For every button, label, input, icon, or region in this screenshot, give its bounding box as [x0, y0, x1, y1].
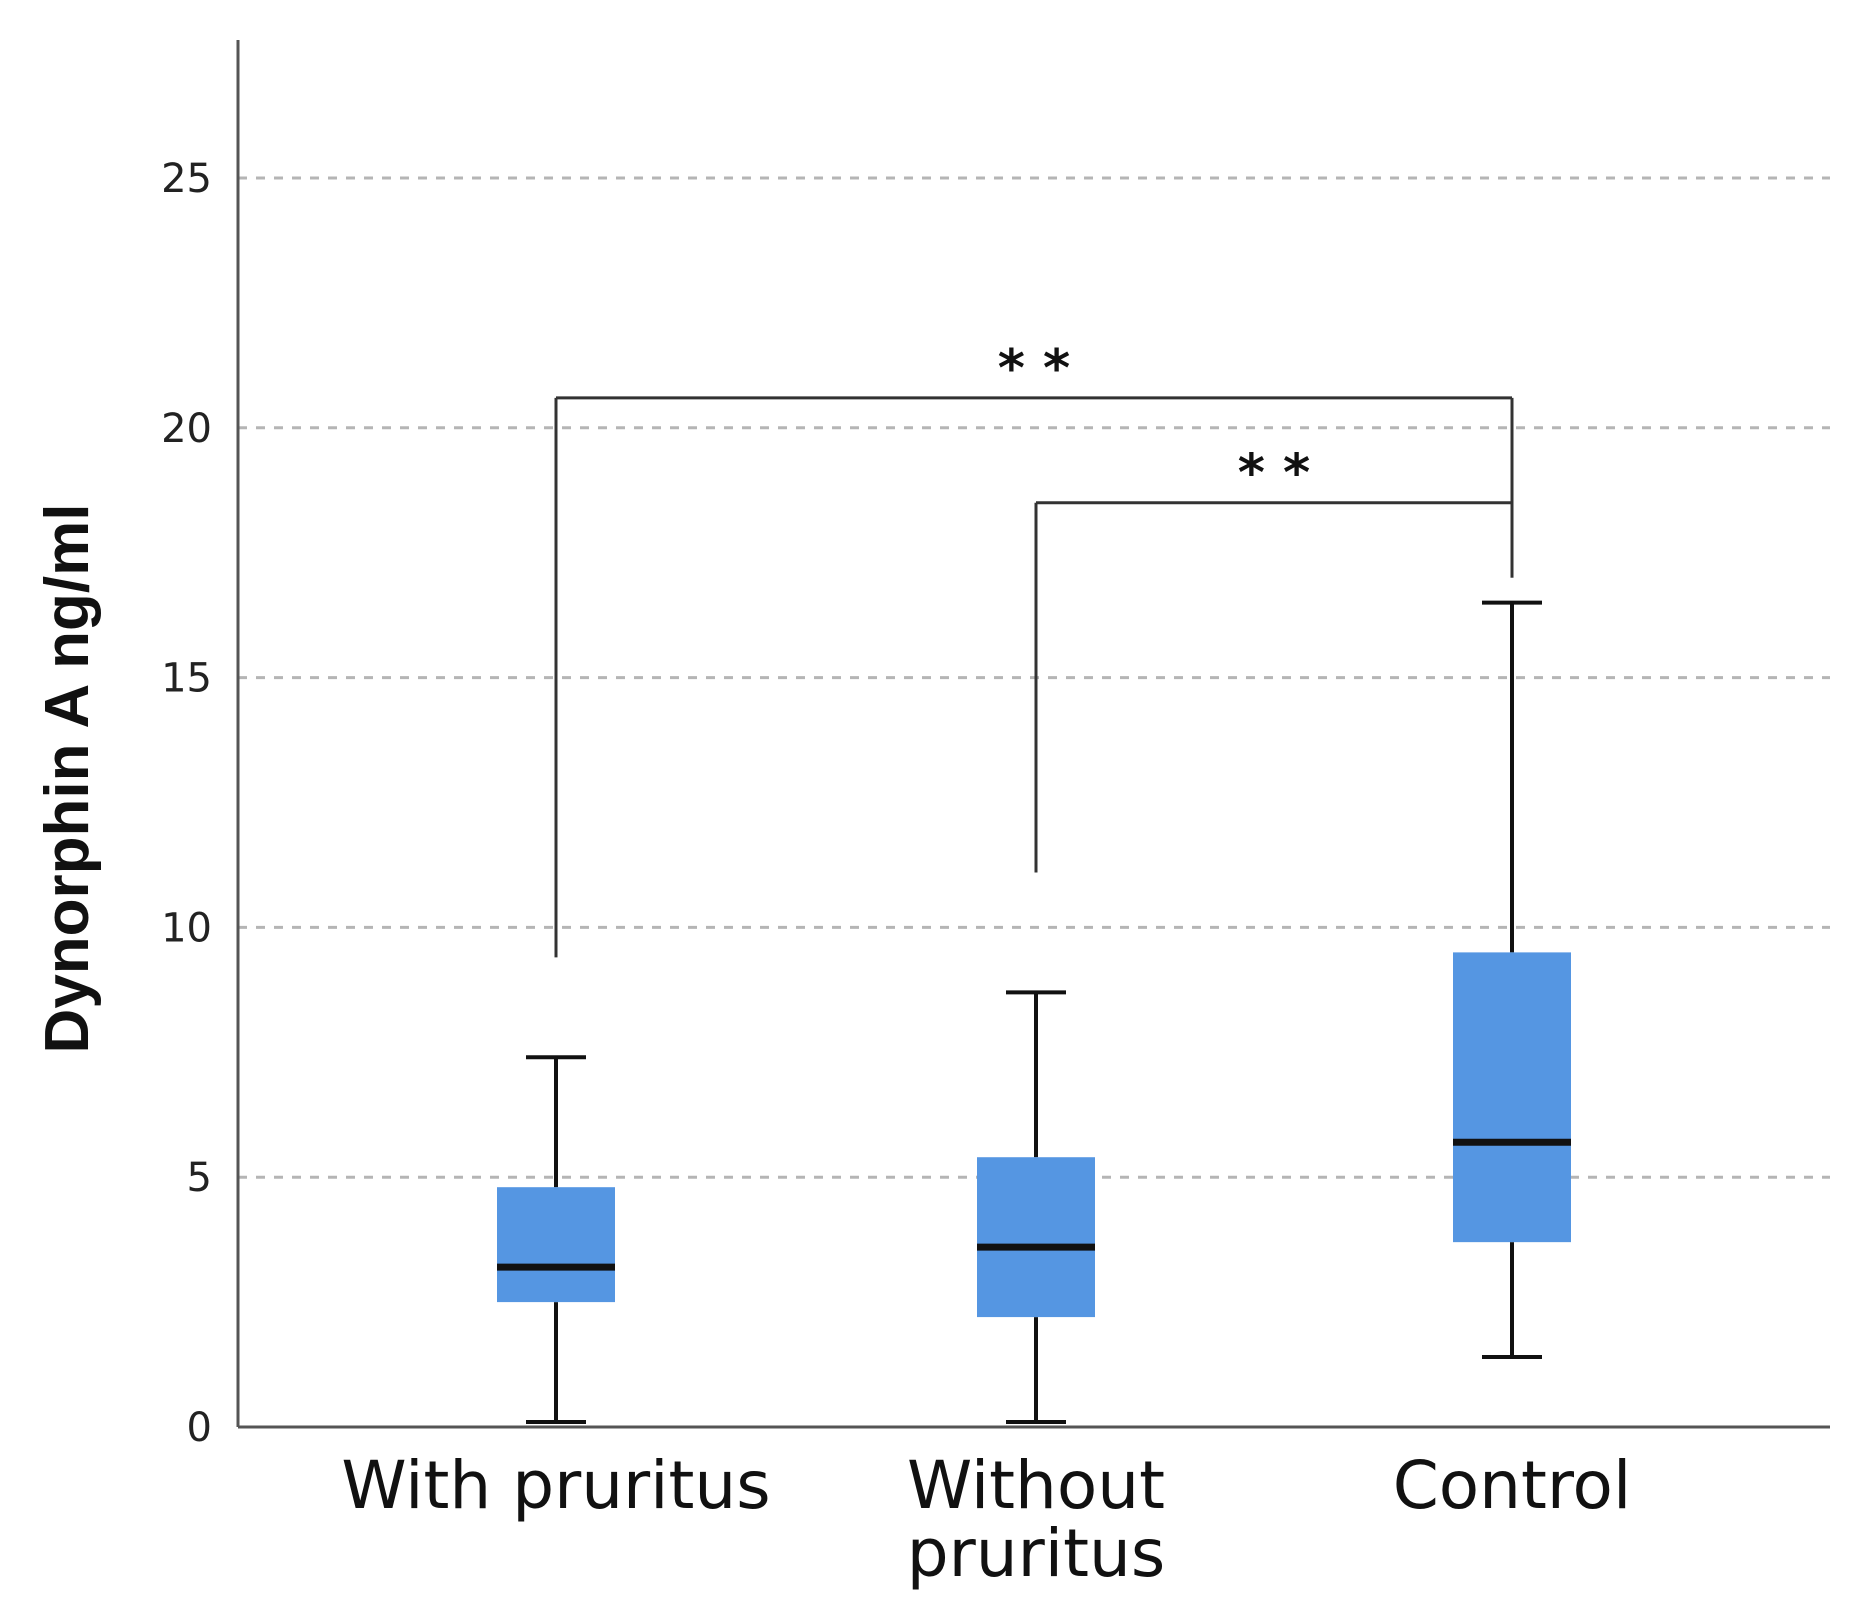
- x-category-label-2: Control: [1393, 1447, 1632, 1524]
- y-tick-label-0: 0: [187, 1405, 212, 1451]
- sig-bracket-0: * *: [554, 339, 1514, 958]
- y-axis-label: Dynorphin A ng/ml: [33, 504, 102, 1054]
- y-tick-label-15: 15: [161, 656, 212, 702]
- y-tick-label-20: 20: [161, 406, 212, 452]
- sig-bracket-1: * *: [1034, 444, 1514, 873]
- x-category-label-line: Control: [1393, 1447, 1632, 1524]
- sig-label: * *: [1238, 444, 1311, 504]
- y-tick-label-25: 25: [161, 156, 212, 202]
- y-tick-label-5: 5: [187, 1155, 212, 1201]
- x-category-label-1: Without pruritus: [907, 1447, 1165, 1592]
- significance-brackets: * * * *: [554, 339, 1514, 958]
- sig-label: * *: [998, 339, 1071, 399]
- x-category-label-0: With pruritus: [341, 1447, 770, 1524]
- box-group-1: [977, 990, 1095, 1425]
- x-category-label-line: With pruritus: [341, 1447, 770, 1524]
- x-category-label-line: pruritus: [907, 1515, 1165, 1592]
- iqr-box: [1453, 952, 1571, 1243]
- iqr-box: [497, 1187, 615, 1303]
- axes: [236, 40, 1830, 1429]
- box-group-2: [1453, 600, 1571, 1360]
- y-tick-label-10: 10: [161, 905, 212, 951]
- box-group-0: [497, 1055, 615, 1425]
- boxes: [497, 600, 1571, 1425]
- y-tick-labels: 0 5 10 15 20 25: [161, 156, 212, 1451]
- iqr-box: [977, 1157, 1095, 1318]
- x-category-label-line: Without: [907, 1447, 1165, 1524]
- x-category-labels: With pruritus Without pruritus Control: [341, 1447, 1631, 1592]
